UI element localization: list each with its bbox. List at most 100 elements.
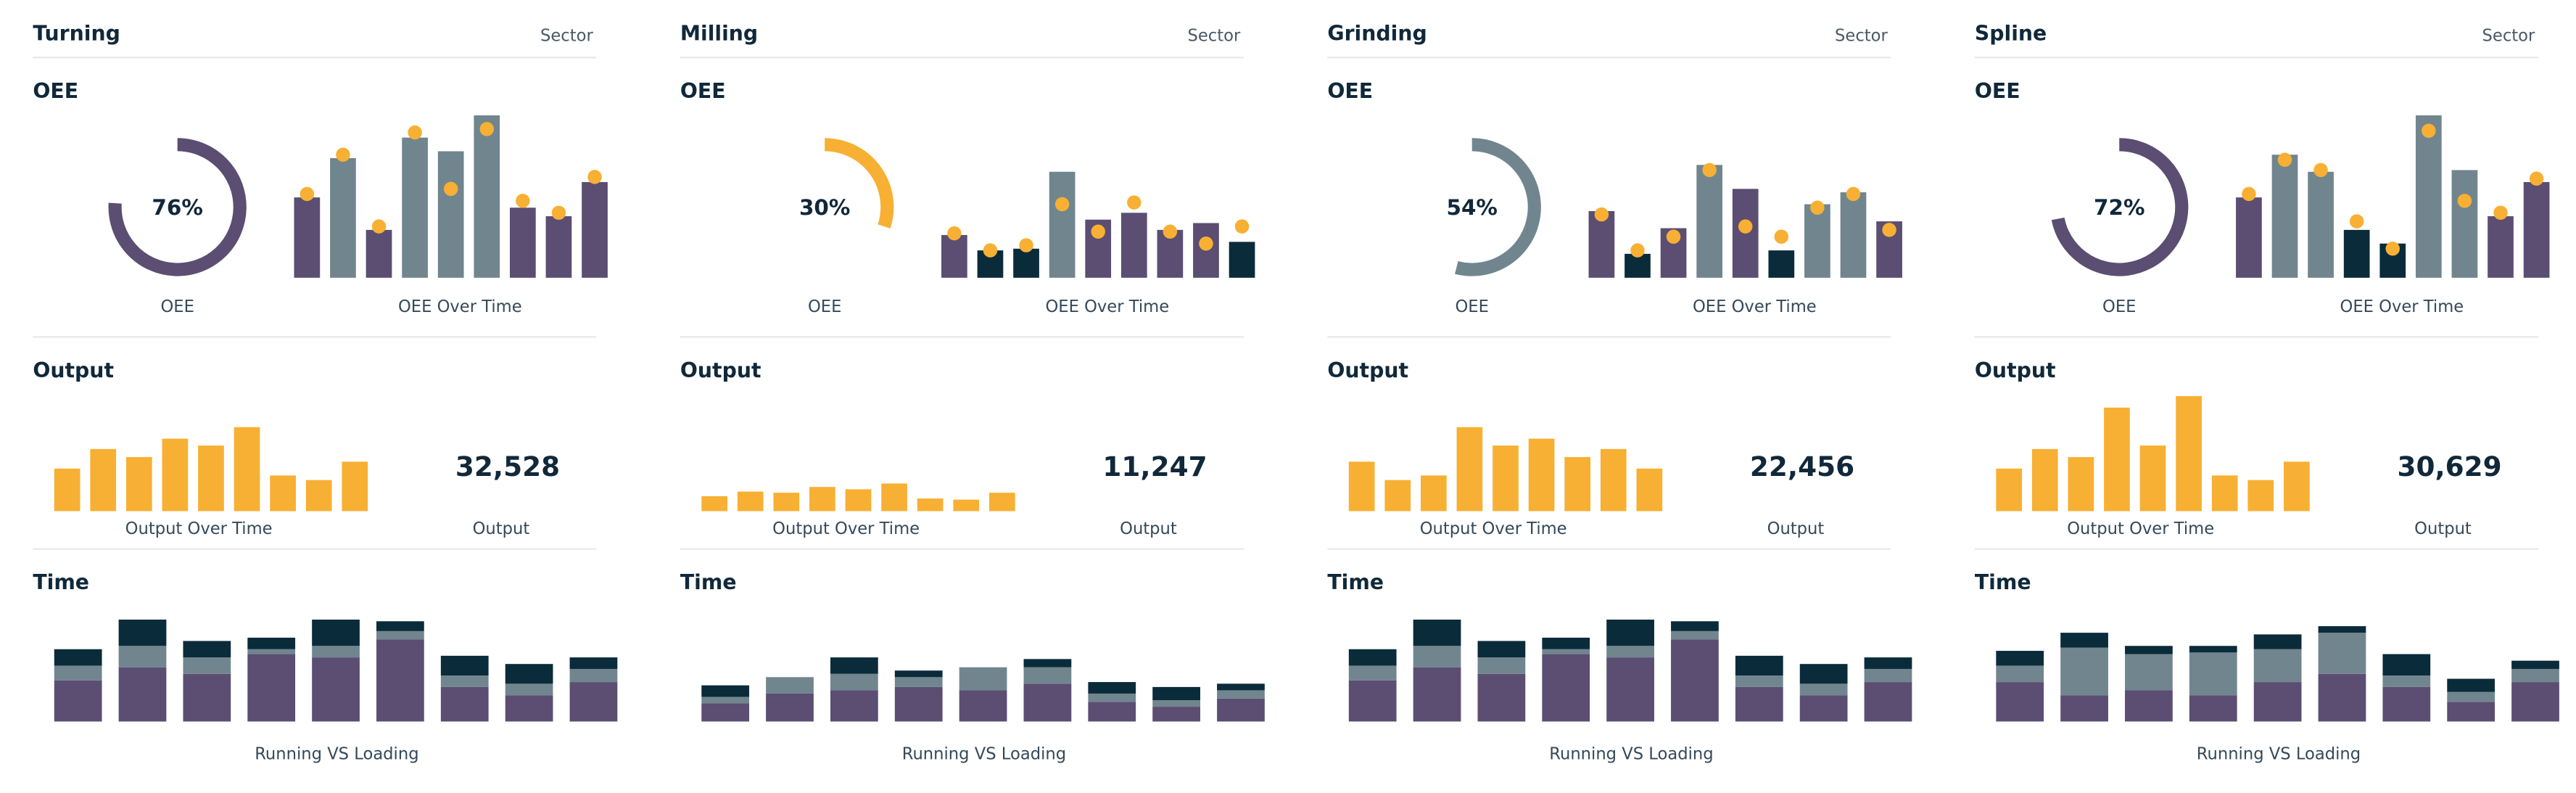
bar-segment	[1348, 680, 1397, 722]
bar-segment	[1542, 649, 1590, 654]
bar-segment	[312, 646, 360, 658]
bar-segment	[2318, 673, 2366, 722]
point	[336, 147, 350, 162]
bar	[2308, 171, 2334, 278]
point	[408, 125, 422, 140]
point	[587, 170, 602, 184]
bar	[1493, 445, 1519, 511]
bar-segment	[830, 657, 878, 674]
bar-segment	[1542, 654, 1590, 722]
bar-segment	[118, 620, 167, 646]
bar-segment	[312, 657, 360, 722]
gauge-arc	[2051, 138, 2189, 276]
chart-title: OEE Over Time	[1693, 297, 1817, 316]
bar-segment	[2447, 691, 2496, 702]
bar	[234, 427, 260, 511]
bar-segment	[766, 693, 814, 722]
bar-segment	[2125, 654, 2173, 691]
bar	[366, 229, 392, 278]
bar	[2284, 461, 2310, 511]
gauge-label: OEE	[2102, 297, 2136, 316]
bar	[270, 475, 296, 511]
point	[516, 194, 530, 208]
section-heading: Output	[1327, 358, 1408, 382]
bar	[1768, 250, 1795, 278]
bar	[90, 448, 117, 511]
section-heading: Time	[1327, 570, 1384, 594]
bar	[1229, 242, 1255, 278]
bar-segment	[505, 683, 553, 696]
point	[2277, 152, 2292, 168]
bar-segment	[1799, 683, 1848, 696]
gauge-arc	[108, 138, 247, 276]
bar-segment	[183, 641, 231, 658]
bar	[2451, 170, 2478, 278]
panel: Turning Sector OEE 76% OEE OEE Over Time Outpu…	[33, 22, 618, 763]
bar	[917, 498, 944, 511]
bar-segment	[1996, 682, 2044, 722]
bar-segment	[2060, 647, 2108, 696]
bar-segment	[959, 690, 1007, 722]
point	[1594, 207, 1609, 222]
bar-segment	[247, 654, 296, 722]
bar	[1013, 248, 1039, 278]
bar	[1120, 213, 1147, 278]
point	[1738, 219, 1753, 234]
point	[479, 122, 495, 136]
bar-segment	[1606, 646, 1654, 658]
panel: Grinding Sector OEE 54% OEE OEE Over Time Outp…	[1327, 22, 1912, 763]
bar-segment	[2060, 695, 2108, 722]
point	[1127, 195, 1142, 210]
bar	[1049, 171, 1076, 278]
bar-segment	[1217, 683, 1265, 691]
gauge-arc	[1455, 138, 1541, 276]
bar	[2176, 395, 2202, 511]
bar-segment	[1864, 682, 1912, 722]
gauge-label: OEE	[160, 297, 194, 316]
gauge-label: OEE	[808, 297, 841, 316]
point	[983, 243, 998, 258]
bar-segment	[1996, 665, 2044, 683]
point	[2493, 205, 2508, 221]
bar-segment	[2318, 626, 2366, 633]
bar-segment	[1799, 664, 1848, 684]
bar	[294, 197, 321, 278]
point	[2529, 171, 2544, 186]
section-heading: Time	[680, 570, 737, 594]
panel: Milling Sector OEE 30% OEE OEE Over Time Outpu…	[680, 22, 1265, 763]
point	[551, 205, 566, 221]
bar-segment	[1799, 695, 1848, 722]
bar-segment	[2511, 668, 2559, 683]
output-label: Output	[1767, 519, 1825, 538]
bar	[510, 208, 536, 278]
chart-title: Output Over Time	[772, 519, 920, 538]
bar	[737, 491, 764, 511]
bar	[402, 137, 428, 278]
section-heading: OEE	[1975, 79, 2020, 103]
bar-segment	[1088, 682, 1136, 694]
gauge-label: OEE	[1455, 297, 1488, 316]
chart-title: Running VS Loading	[2197, 744, 2361, 763]
bar	[1696, 165, 1723, 278]
bar-segment	[830, 690, 878, 722]
point	[300, 186, 315, 202]
bar	[1625, 253, 1651, 278]
output-label: Output	[473, 519, 530, 538]
sector-link: Sector	[1835, 26, 1888, 45]
bar-segment	[376, 639, 424, 722]
point	[1234, 219, 1250, 234]
bar	[1420, 475, 1447, 511]
point	[2313, 163, 2328, 178]
bar	[1804, 204, 1830, 278]
bar	[2139, 445, 2166, 511]
section-heading: Time	[33, 570, 89, 594]
output-total: 11,247	[1102, 451, 1207, 482]
bar-segment	[1542, 637, 1590, 649]
sector-link: Sector	[1188, 26, 1241, 45]
bar-segment	[1606, 657, 1654, 722]
bar	[809, 487, 835, 511]
bar-segment	[1088, 702, 1136, 722]
bar-segment	[2318, 633, 2366, 674]
